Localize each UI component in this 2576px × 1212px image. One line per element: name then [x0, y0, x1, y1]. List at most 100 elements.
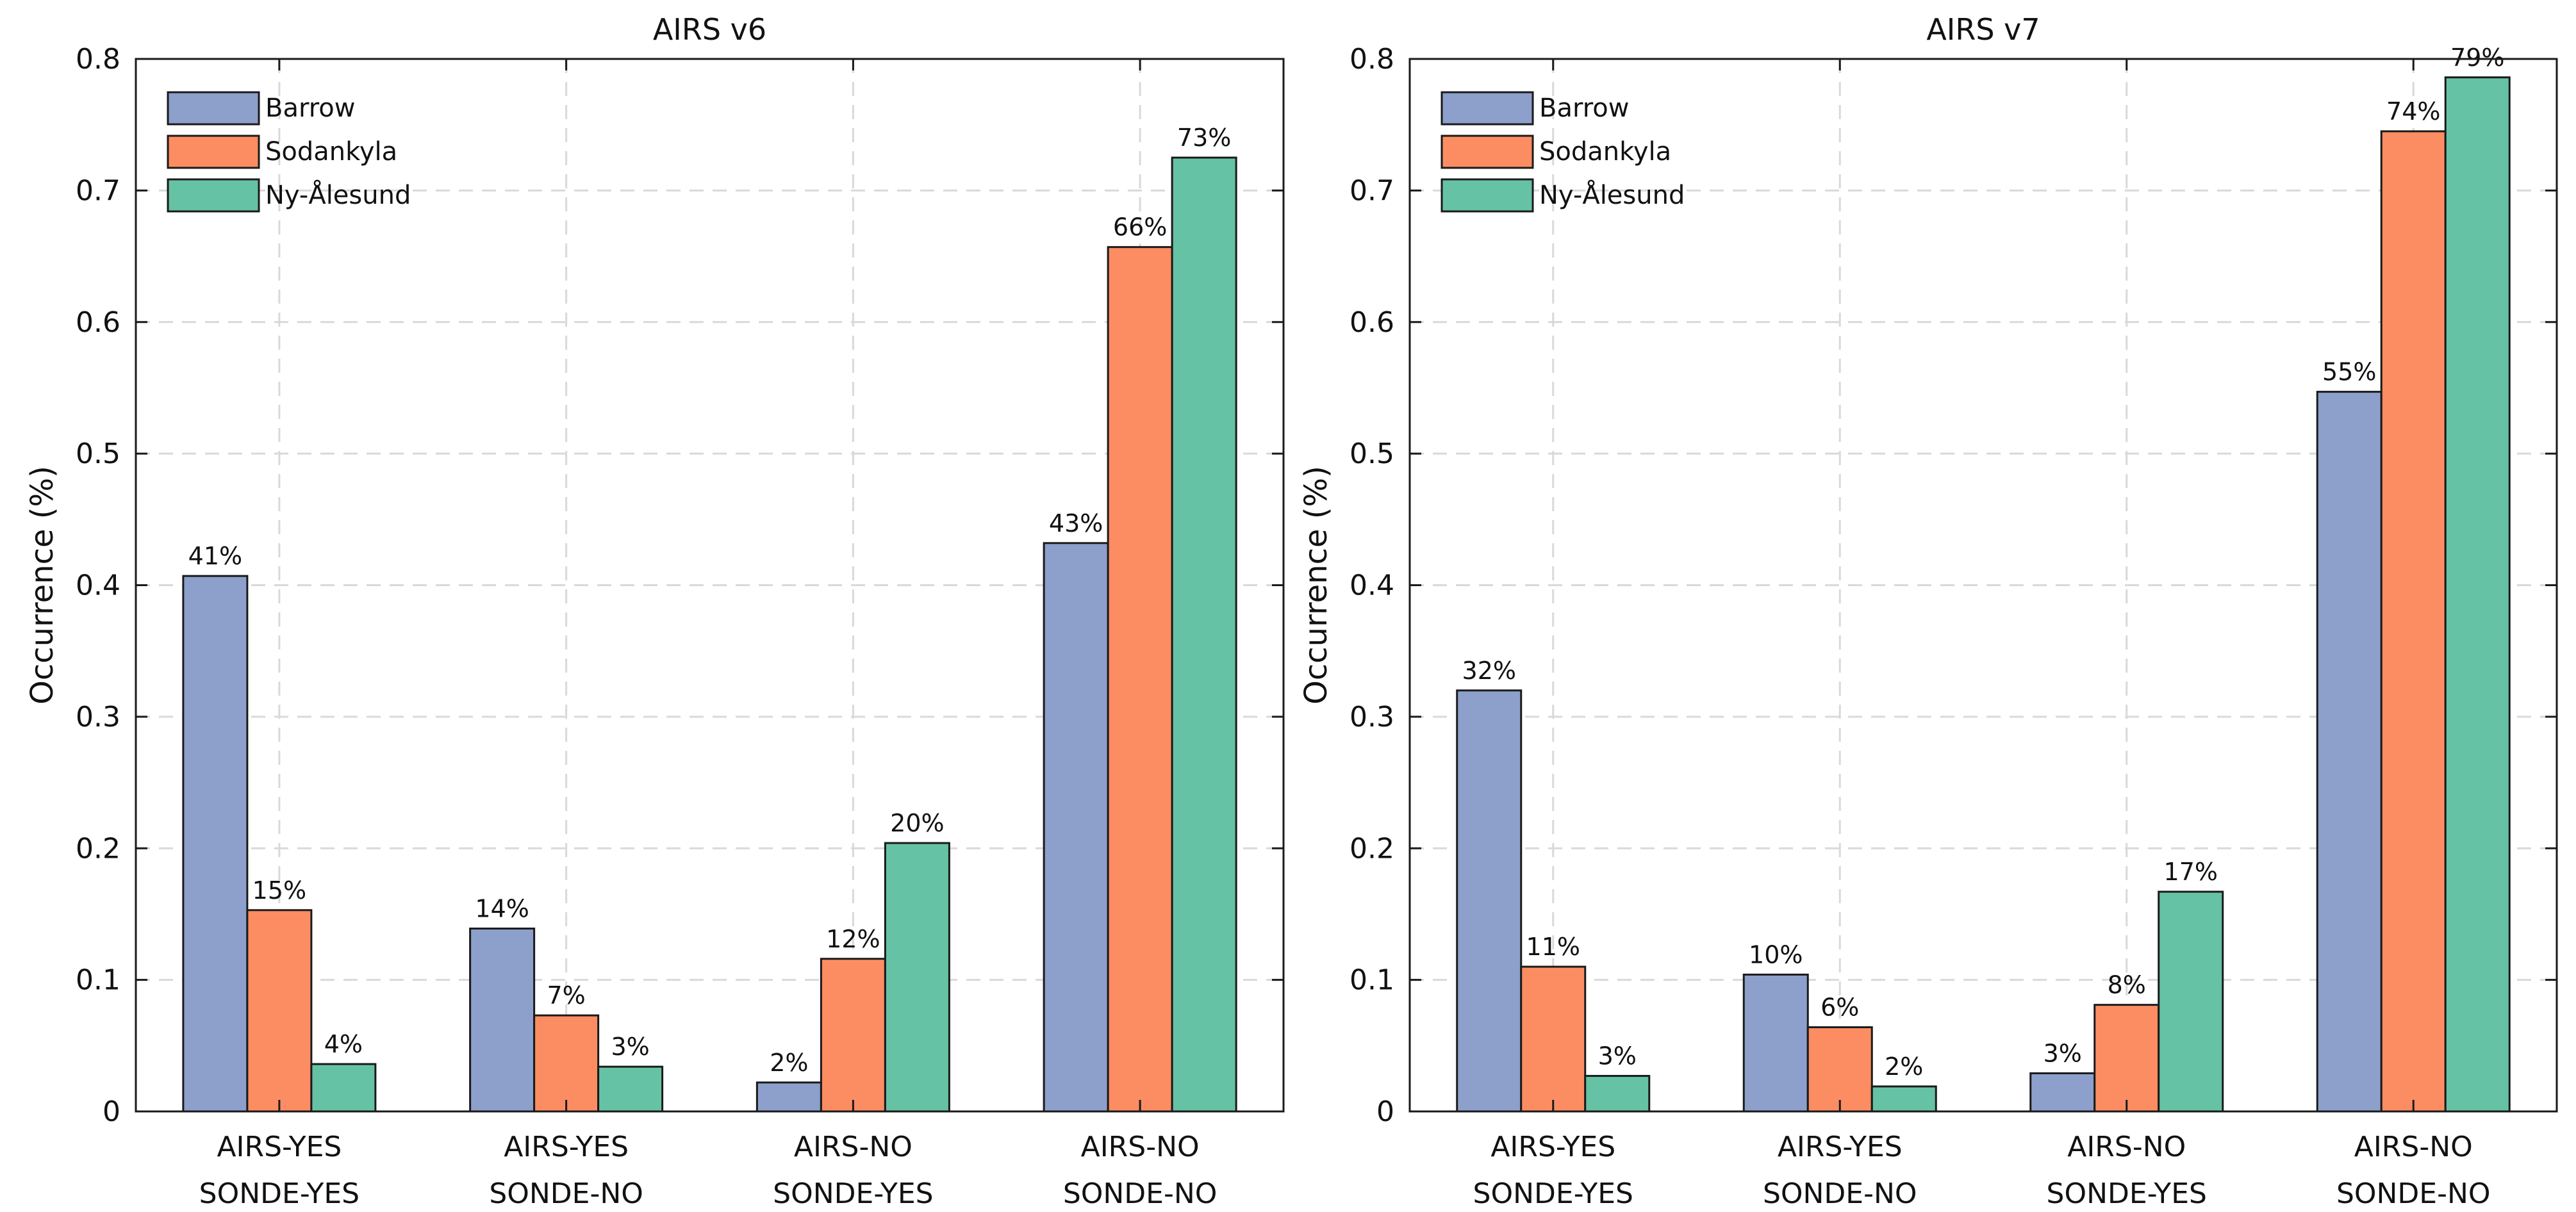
- legend-swatch: [1441, 91, 1534, 126]
- x-tick-label: SONDE-YES: [773, 1177, 933, 1210]
- bar: [1742, 973, 1809, 1113]
- bar-value-label: 14%: [475, 895, 529, 923]
- legend-swatch: [1441, 178, 1534, 213]
- legend-swatch: [1441, 135, 1534, 169]
- x-tick-label: SONDE-YES: [199, 1177, 359, 1210]
- bar-value-label: 12%: [826, 925, 880, 953]
- x-tick-label: SONDE-YES: [2047, 1177, 2207, 1210]
- bar: [2158, 890, 2224, 1113]
- x-tick-label: SONDE-NO: [1063, 1177, 1218, 1210]
- chart-panel-1: 41% 15% 4% 14% 7% 3% 2% 12% 20% 43% 66% 73% 0 0.1 0.2 0…: [24, 12, 1285, 1210]
- bar-value-label: 4%: [324, 1030, 363, 1058]
- y-tick-label: 0.3: [1350, 701, 1394, 733]
- bar: [820, 958, 886, 1113]
- bar: [2380, 130, 2447, 1113]
- legend-label: Sodankyla: [265, 137, 397, 167]
- bar-value-label: 8%: [2108, 971, 2146, 999]
- bar: [2093, 1004, 2160, 1113]
- bar-value-label: 17%: [2164, 858, 2218, 886]
- y-tick-label: 0.5: [76, 438, 120, 470]
- chart-panel-2: 32% 11% 3% 10% 6% 2% 3% 8% 17% 55% 74% 79% 0 0.1 0.2 0.…: [1298, 12, 2558, 1210]
- x-tick-label: AIRS-NO: [2354, 1131, 2473, 1163]
- bar: [1806, 1026, 1873, 1113]
- y-tick-label: 0: [103, 1095, 120, 1128]
- legend: Barrow Sodankyla Ny-Ålesund: [167, 91, 411, 213]
- bar: [533, 1014, 600, 1113]
- bar: [2029, 1072, 2096, 1113]
- bar: [884, 842, 950, 1113]
- bar-value-label: 73%: [1177, 124, 1231, 152]
- x-tick-label: AIRS-NO: [2067, 1131, 2186, 1163]
- bar: [1043, 542, 1109, 1113]
- bar-value-label: 3%: [1598, 1042, 1637, 1070]
- y-tick-label: 0.1: [1350, 964, 1394, 997]
- bar: [1456, 689, 1523, 1113]
- bar-value-label: 11%: [1526, 933, 1580, 961]
- x-tick-label: AIRS-YES: [504, 1131, 629, 1163]
- bar: [1171, 156, 1237, 1113]
- bar: [597, 1065, 664, 1113]
- bar-value-label: 74%: [2386, 97, 2440, 126]
- bar-value-label: 41%: [188, 542, 242, 570]
- x-tick-label: SONDE-YES: [1473, 1177, 1633, 1210]
- bar-value-label: 32%: [1462, 657, 1516, 685]
- bar: [755, 1081, 822, 1113]
- bar-value-label: 3%: [611, 1033, 649, 1061]
- y-tick-label: 0.7: [76, 174, 120, 207]
- bar-value-label: 79%: [2450, 44, 2504, 72]
- x-tick-label: SONDE-NO: [1763, 1177, 1917, 1210]
- bar: [469, 928, 536, 1113]
- y-tick-label: 0.6: [76, 306, 120, 339]
- legend-swatch: [167, 135, 260, 169]
- legend-label: Barrow: [1539, 94, 1629, 123]
- y-tick-label: 0.5: [1350, 438, 1394, 470]
- bar-value-label: 66%: [1113, 213, 1167, 242]
- bar-value-label: 2%: [770, 1049, 808, 1077]
- bar: [246, 909, 313, 1113]
- y-tick-label: 0.4: [1350, 569, 1394, 602]
- x-tick-label: AIRS-NO: [794, 1131, 912, 1163]
- bar-value-label: 20%: [890, 809, 944, 837]
- y-tick-label: 0.2: [1350, 832, 1394, 865]
- x-tick-label: AIRS-YES: [1490, 1131, 1615, 1163]
- legend-label: Sodankyla: [1539, 137, 1671, 167]
- bar-value-label: 55%: [2322, 358, 2376, 386]
- bar: [1107, 246, 1173, 1113]
- bar: [1584, 1075, 1651, 1113]
- y-tick-label: 0.2: [76, 832, 120, 865]
- bar-value-label: 10%: [1749, 940, 1803, 969]
- bar: [1870, 1085, 1937, 1113]
- y-tick-label: 0.8: [76, 43, 120, 76]
- bar: [1520, 965, 1587, 1113]
- y-tick-label: 0: [1376, 1095, 1394, 1128]
- y-tick-label: 0.6: [1350, 306, 1394, 339]
- legend: Barrow Sodankyla Ny-Ålesund: [1441, 91, 1685, 213]
- y-tick-label: 0.4: [76, 569, 120, 602]
- x-tick-label: AIRS-YES: [217, 1131, 342, 1163]
- bar-value-label: 2%: [1885, 1052, 1923, 1081]
- bar: [182, 575, 249, 1113]
- y-axis-label: Occurrence (%): [1298, 466, 1334, 705]
- legend-label: Barrow: [265, 94, 355, 123]
- y-tick-label: 0.3: [76, 701, 120, 733]
- chart-title: AIRS v6: [653, 12, 766, 47]
- y-tick-label: 0.7: [1350, 174, 1394, 207]
- x-tick-label: AIRS-YES: [1778, 1131, 1903, 1163]
- bar: [2444, 76, 2511, 1113]
- bar: [2316, 391, 2382, 1113]
- bar-value-label: 6%: [1821, 994, 1859, 1022]
- chart-title: AIRS v7: [1926, 12, 2040, 47]
- bar: [310, 1063, 377, 1113]
- x-tick-label: SONDE-NO: [489, 1177, 643, 1210]
- y-tick-label: 0.1: [76, 964, 120, 997]
- legend-swatch: [167, 178, 260, 213]
- bar-value-label: 43%: [1049, 509, 1103, 537]
- x-tick-label: SONDE-NO: [2336, 1177, 2491, 1210]
- x-tick-label: AIRS-NO: [1081, 1131, 1200, 1163]
- y-axis-label: Occurrence (%): [24, 466, 60, 705]
- legend-label: Ny-Ålesund: [1539, 179, 1685, 210]
- bar-value-label: 15%: [252, 876, 306, 905]
- legend-swatch: [167, 91, 260, 126]
- bar-value-label: 3%: [2043, 1039, 2082, 1067]
